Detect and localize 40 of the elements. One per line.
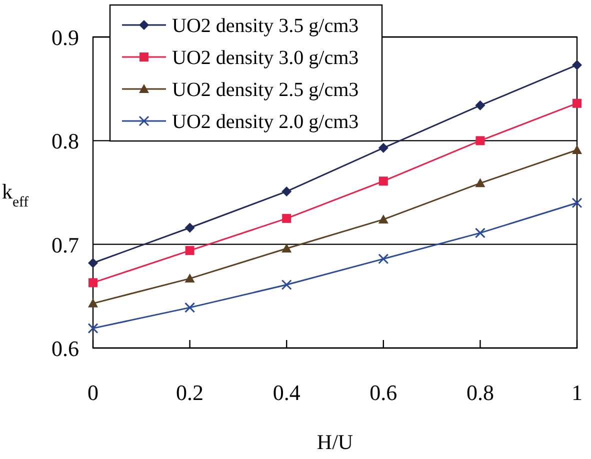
- y-tick-label: 0.9: [52, 25, 79, 50]
- point: [184, 222, 195, 233]
- point: [185, 246, 194, 256]
- point: [281, 280, 292, 290]
- x-tick-label: 0: [88, 380, 98, 405]
- point: [572, 98, 582, 108]
- point: [475, 100, 486, 110]
- y-tick-label: 0.8: [52, 128, 79, 154]
- point: [282, 186, 292, 196]
- x-tick-label: 0.2: [176, 380, 204, 405]
- x-axis-title: H/U: [316, 430, 354, 454]
- point: [88, 258, 98, 268]
- y-tick-label: 0.6: [52, 336, 79, 361]
- point: [184, 274, 195, 283]
- y-tick-label: 0.7: [52, 232, 79, 258]
- point: [88, 278, 98, 288]
- x-tick-label: 0.8: [466, 380, 494, 405]
- y-axis-title: k$_{eff}$: [2, 180, 29, 210]
- point: [378, 254, 389, 264]
- point: [572, 60, 582, 70]
- point: [474, 228, 486, 238]
- legend-label: UO2 density 3.5 g/cm3: [172, 15, 359, 37]
- point: [572, 198, 582, 208]
- x-tick-label: 0.4: [272, 380, 300, 405]
- point: [378, 214, 388, 224]
- point: [475, 178, 486, 188]
- point: [184, 302, 196, 313]
- legend-label: UO2 density 3.0 g/cm3: [172, 47, 359, 69]
- point: [88, 323, 98, 334]
- point: [476, 136, 485, 146]
- point: [282, 214, 292, 223]
- legend-label: UO2 density 2.5 g/cm3: [172, 79, 359, 101]
- point: [378, 142, 388, 153]
- point: [88, 298, 98, 308]
- x-tick-label: 0.6: [370, 380, 398, 405]
- point: [378, 176, 388, 186]
- point: [282, 243, 292, 252]
- point: [572, 144, 582, 154]
- x-tick-label: 1: [572, 380, 582, 405]
- legend-label: UO2 density 2.0 g/cm3: [172, 111, 359, 133]
